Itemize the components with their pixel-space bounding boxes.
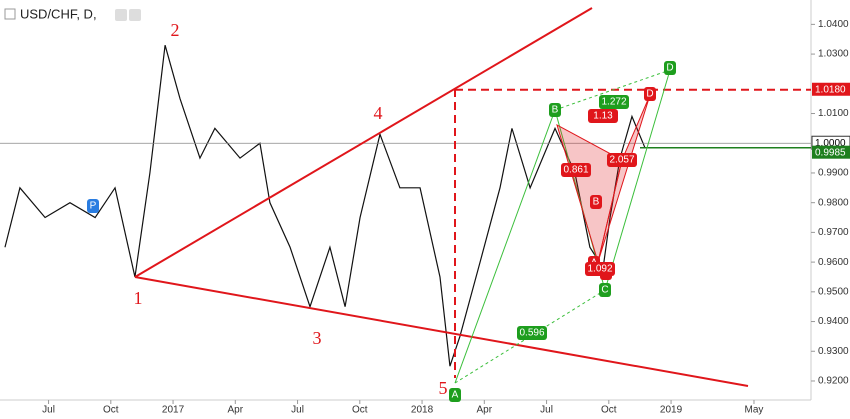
wave-label: 4 xyxy=(374,103,383,123)
pattern-label-box xyxy=(664,61,676,75)
visibility-icon[interactable] xyxy=(115,9,127,21)
x-tick-label: Apr xyxy=(477,405,493,416)
pattern-label: 1.272 xyxy=(601,97,626,108)
symbol-title: USD/CHF, D, xyxy=(20,6,97,21)
pattern-label: 1.092 xyxy=(587,264,612,275)
collapse-icon[interactable] xyxy=(4,8,16,20)
pattern-label-box xyxy=(588,109,618,123)
y-tick-label: 0.9700 xyxy=(818,227,849,238)
y-tick-label: 0.9900 xyxy=(818,168,849,179)
y-tick-label: 0.9800 xyxy=(818,197,849,208)
x-tick-label: May xyxy=(745,405,764,416)
pattern-label-box xyxy=(599,95,629,109)
pattern-label-box xyxy=(644,87,656,101)
pattern-label-box xyxy=(590,195,602,209)
y-tick-label: 0.9200 xyxy=(818,376,849,387)
pattern-label-box xyxy=(87,199,99,213)
wave-label: 2 xyxy=(171,20,180,40)
price-label-box xyxy=(812,145,850,159)
x-tick-label: 2019 xyxy=(660,405,683,416)
wave-label: 5 xyxy=(439,378,448,398)
y-tick-label: 1.0400 xyxy=(818,19,849,30)
x-tick-label: Jul xyxy=(540,405,553,416)
price-label: 0.9985 xyxy=(815,147,846,158)
pattern-label: 1.13 xyxy=(593,111,613,122)
pattern-label-box xyxy=(599,283,611,297)
x-tick-label: Oct xyxy=(103,405,119,416)
settings-icon[interactable] xyxy=(129,9,141,21)
pattern-label-box xyxy=(607,153,637,167)
pattern-label: 0.861 xyxy=(563,165,588,176)
pattern-label: P xyxy=(90,201,97,212)
x-tick-label: Jul xyxy=(42,405,55,416)
x-tick-label: Jul xyxy=(291,405,304,416)
y-tick-label: 0.9500 xyxy=(818,286,849,297)
harmonic-pattern xyxy=(454,69,671,384)
wave-label: 3 xyxy=(313,328,322,348)
x-tick-label: Oct xyxy=(352,405,368,416)
y-tick-label: 1.0300 xyxy=(818,49,849,60)
wave-label: 1 xyxy=(134,288,143,308)
pattern-label: D xyxy=(646,89,653,100)
pattern-label: B xyxy=(593,197,600,208)
drawings xyxy=(134,7,749,387)
pattern-label: 0.596 xyxy=(519,328,544,339)
pattern-label: B xyxy=(552,105,559,116)
harmonic-pattern xyxy=(554,69,671,111)
pattern-label: 2.057 xyxy=(609,155,634,166)
pattern-label-box xyxy=(549,103,561,117)
x-tick-label: 2018 xyxy=(411,405,434,416)
trend-line xyxy=(134,276,749,387)
y-tick-label: 0.9400 xyxy=(818,316,849,327)
pattern-label: A xyxy=(452,390,459,401)
y-tick-label: 0.9600 xyxy=(818,257,849,268)
price-label-box xyxy=(812,82,850,96)
price-label: 1.0000 xyxy=(815,138,846,149)
red-pattern xyxy=(597,94,651,263)
pattern-label: C xyxy=(601,285,608,296)
x-tick-label: Oct xyxy=(601,405,617,416)
x-tick-label: 2017 xyxy=(162,405,185,416)
pattern-label-box xyxy=(585,262,615,276)
pattern-label-box xyxy=(561,163,591,177)
y-tick-label: 0.9300 xyxy=(818,346,849,357)
pattern-label: D xyxy=(666,63,673,74)
trend-line xyxy=(134,7,593,278)
x-tick-label: Apr xyxy=(228,405,244,416)
pattern-label-box xyxy=(449,388,461,402)
y-tick-label: 1.0100 xyxy=(818,108,849,119)
price-label: 1.0180 xyxy=(815,84,846,95)
pattern-label-box xyxy=(517,326,547,340)
